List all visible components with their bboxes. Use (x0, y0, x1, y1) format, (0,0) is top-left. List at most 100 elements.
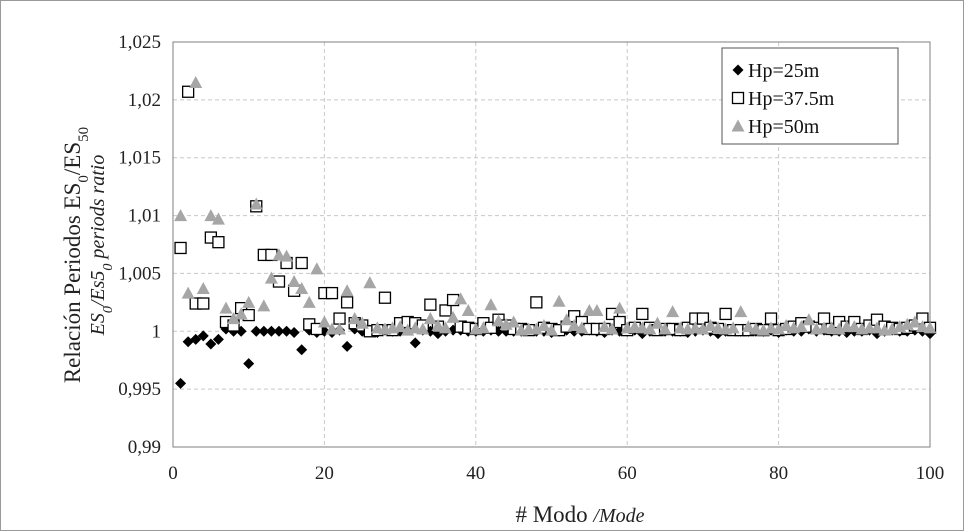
data-point-triangle (613, 301, 627, 314)
data-point-triangle (703, 319, 717, 332)
data-point-triangle (333, 322, 347, 335)
y-axis-title-main: Relación Periodos ES0/ES50 (60, 127, 92, 383)
data-point-triangle (174, 209, 188, 222)
data-point-triangle (280, 249, 294, 262)
data-point-square (295, 256, 308, 270)
data-point-triangle (666, 305, 680, 318)
data-point-triangle (567, 319, 581, 332)
y-tick-label: 1 (152, 321, 162, 342)
data-point-triangle (446, 310, 460, 323)
data-point-triangle (650, 316, 664, 329)
data-point-triangle (476, 321, 490, 334)
data-point-triangle (673, 321, 687, 334)
data-point-triangle (847, 320, 861, 333)
data-point-diamond (409, 337, 421, 349)
data-point-triangle (340, 284, 354, 297)
data-point-triangle (772, 322, 786, 335)
data-point-triangle (264, 271, 278, 284)
data-point-diamond (341, 340, 353, 352)
legend-label: Hp=50m (748, 116, 820, 138)
y-tick-label: 1,025 (118, 32, 161, 53)
data-point-triangle (257, 299, 271, 312)
x-axis-title: # Modo /Mode (515, 502, 644, 527)
y-tick-label: 0,995 (118, 379, 161, 400)
data-point-triangle (189, 76, 203, 89)
data-point-triangle (454, 292, 468, 305)
data-point-triangle (310, 262, 324, 275)
data-point-diamond (243, 358, 255, 370)
data-point-square (439, 304, 452, 317)
data-point-triangle (242, 295, 256, 308)
legend-marker-triangle (731, 119, 745, 132)
x-tick-label: 80 (769, 463, 788, 484)
data-point-diamond (205, 338, 217, 350)
y-tick-label: 1,02 (128, 90, 161, 111)
data-point-square (636, 307, 649, 321)
data-point-triangle (802, 313, 816, 326)
data-point-triangle (431, 319, 445, 332)
data-point-triangle (915, 320, 929, 333)
data-point-square (181, 85, 195, 98)
data-point-triangle (423, 312, 437, 325)
data-point-triangle (196, 281, 210, 294)
legend-marker-diamond (732, 64, 744, 76)
x-tick-label: 100 (916, 463, 945, 484)
data-point-diamond (258, 325, 270, 337)
data-point-triangle (870, 321, 884, 334)
legend: Hp=25m Hp=37.5m Hp=50m (721, 47, 899, 145)
data-point-square (530, 296, 543, 309)
x-tick-label: 20 (315, 463, 334, 484)
legend-label: Hp=37.5m (748, 88, 835, 110)
data-point-square (174, 241, 187, 255)
data-point-diamond (197, 330, 209, 342)
data-point-diamond (281, 325, 293, 337)
data-point-diamond (190, 333, 202, 345)
data-point-triangle (317, 315, 331, 328)
data-point-square (325, 286, 339, 300)
data-point-triangle (741, 320, 755, 333)
legend-marker-square (731, 91, 745, 105)
series-triangle (174, 76, 937, 336)
data-point-triangle (408, 321, 422, 334)
data-point-triangle (726, 321, 740, 334)
data-point-triangle (643, 322, 657, 335)
data-point-square (212, 236, 225, 249)
data-point-triangle (628, 320, 642, 333)
plot-area (172, 41, 931, 448)
data-point-square (424, 298, 437, 311)
data-point-triangle (287, 275, 301, 288)
legend-label: Hp=25m (748, 60, 820, 82)
data-point-triangle (575, 321, 589, 334)
data-point-square (719, 307, 732, 321)
data-point-triangle (590, 303, 604, 316)
x-tick-label: 40 (466, 463, 485, 484)
data-point-diamond (250, 325, 262, 337)
data-point-triangle (552, 294, 566, 307)
data-point-triangle (923, 321, 937, 334)
data-point-diamond (273, 325, 285, 337)
data-point-square (310, 322, 323, 336)
data-point-triangle (363, 276, 377, 289)
y-axis-title: Relación Periodos ES0/ES50 (60, 127, 92, 383)
data-point-square (605, 307, 619, 321)
data-point-triangle (249, 197, 263, 210)
data-point-triangle (348, 312, 362, 325)
data-point-triangle (181, 286, 195, 299)
data-point-triangle (605, 322, 619, 335)
data-point-triangle (370, 321, 384, 334)
data-point-triangle (779, 319, 793, 332)
data-point-square (613, 315, 626, 329)
data-point-triangle (825, 321, 839, 334)
data-point-square (378, 291, 392, 304)
data-point-diamond (175, 377, 187, 389)
data-point-diamond (212, 333, 224, 345)
data-point-triangle (507, 315, 521, 328)
data-point-triangle (908, 315, 922, 328)
y-axis-subtitle: ES0/Es50 periods ratio (87, 155, 116, 337)
x-tick-label: 60 (618, 463, 637, 484)
data-point-triangle (295, 281, 309, 294)
data-point-triangle (234, 307, 248, 320)
data-point-triangle (302, 295, 316, 308)
data-point-triangle (204, 209, 218, 222)
